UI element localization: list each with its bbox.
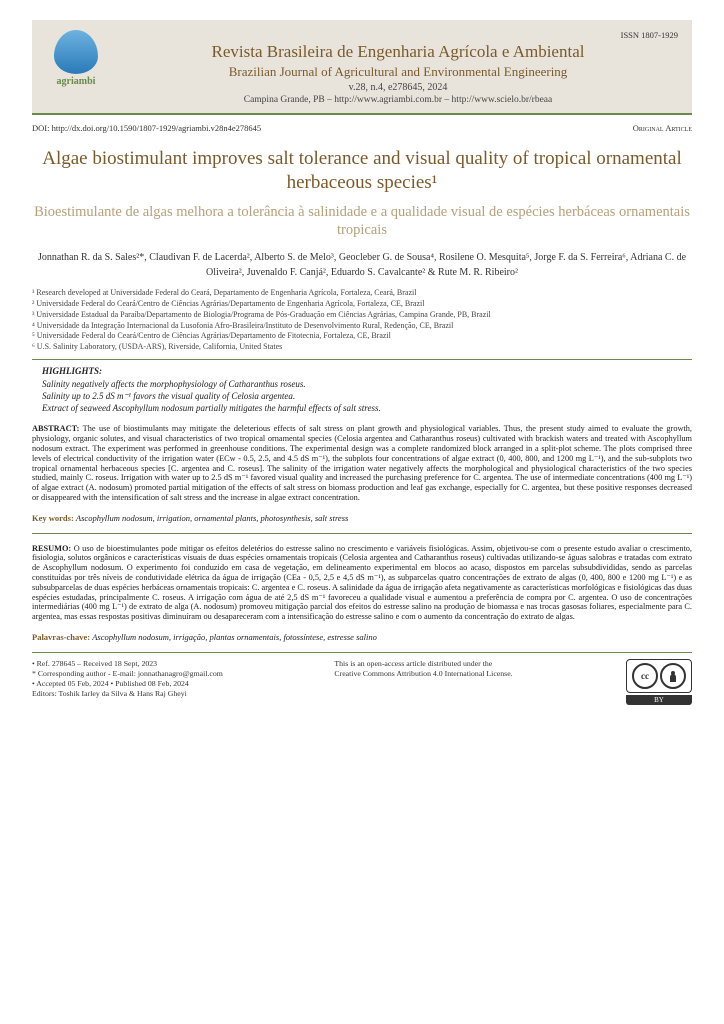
keywords-pt-text: Ascophyllum nodosum, irrigação, plantas … [92,632,377,642]
abstract-pt-text: O uso de bioestimulantes pode mitigar os… [32,544,692,621]
cc-license-badge: cc BY [626,659,692,705]
affil-row: ⁵ Universidade Federal do Ceará/Centro d… [32,331,692,342]
footer-accepted: • Accepted 05 Feb, 2024 • Published 08 F… [32,679,223,689]
authors-list: Jonnathan R. da S. Sales²*, Claudivan F.… [32,250,692,280]
footer-ref: • Ref. 278645 – Received 18 Sept, 2023 [32,659,223,669]
abstract-en: ABSTRACT: The use of biostimulants may m… [32,424,692,502]
divider [32,359,692,360]
keywords-en: Key words: Ascophyllum nodosum, irrigati… [32,513,692,523]
logo-label: agriambi [57,76,96,87]
article-type: Original Article [633,123,692,133]
journal-title-en: Brazilian Journal of Agricultural and En… [118,64,678,80]
affil-row: ⁴ Universidade da Integração Internacion… [32,321,692,332]
keywords-en-text: Ascophyllum nodosum, irrigation, ornamen… [76,513,348,523]
divider [32,533,692,534]
highlight-item: Extract of seaweed Ascophyllum nodosum p… [42,402,692,414]
journal-title-pt: Revista Brasileira de Engenharia Agrícol… [118,42,678,62]
affil-row: ² Universidade Federal do Ceará/Centro d… [32,299,692,310]
footer-meta: • Ref. 278645 – Received 18 Sept, 2023 *… [32,659,223,700]
highlight-item: Salinity negatively affects the morphoph… [42,378,692,390]
highlights-label: HIGHLIGHTS: [42,366,692,376]
issn: ISSN 1807-1929 [118,30,678,40]
footer-license-text: This is an open-access article distribut… [334,659,514,679]
article-title-en: Algae biostimulant improves salt toleran… [32,147,692,195]
highlight-item: Salinity up to 2.5 dS m⁻¹ favors the vis… [42,390,692,402]
affil-row: ³ Universidade Estadual da Paraíba/Depar… [32,310,692,321]
affil-row: ⁶ U.S. Salinity Laboratory, (USDA-ARS), … [32,342,692,353]
footer-corresponding: * Corresponding author - E-mail: jonnath… [32,669,223,679]
by-icon [660,663,686,689]
keywords-pt-label: Palavras-chave: [32,632,90,642]
by-label: BY [626,695,692,705]
abstract-en-label: ABSTRACT: [32,424,79,433]
doi-row: DOI: http://dx.doi.org/10.1590/1807-1929… [32,123,692,133]
abstract-pt-label: RESUMO: [32,544,71,553]
keywords-en-label: Key words: [32,513,74,523]
authors-text: Jonnathan R. da S. Sales²*, Claudivan F.… [38,252,686,278]
abstract-en-text: The use of biostimulants may mitigate th… [32,424,692,501]
abstract-pt: RESUMO: O uso de bioestimulantes pode mi… [32,544,692,622]
journal-logo: agriambi [46,30,106,105]
journal-header: agriambi ISSN 1807-1929 Revista Brasilei… [32,20,692,115]
highlights-list: Salinity negatively affects the morphoph… [42,378,692,414]
keywords-pt: Palavras-chave: Ascophyllum nodosum, irr… [32,632,692,642]
affil-row: ¹ Research developed at Universidade Fed… [32,288,692,299]
cc-icon: cc [632,663,658,689]
article-title-pt: Bioestimulante de algas melhora a tolerâ… [32,203,692,241]
water-drop-icon [54,30,98,74]
article-footer: • Ref. 278645 – Received 18 Sept, 2023 *… [32,652,692,705]
journal-location: Campina Grande, PB – http://www.agriambi… [118,95,678,105]
affiliations: ¹ Research developed at Universidade Fed… [32,288,692,353]
doi-text: DOI: http://dx.doi.org/10.1590/1807-1929… [32,123,261,133]
journal-volume: v.28, n.4, e278645, 2024 [118,82,678,93]
footer-editors: Editors: Toshik Iarley da Silva & Hans R… [32,689,223,699]
